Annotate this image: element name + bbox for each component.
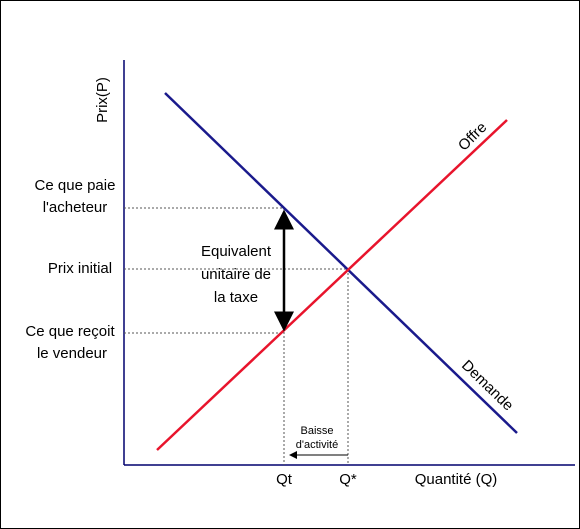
price-label: le vendeur (37, 345, 107, 362)
price-label: l'acheteur (43, 199, 108, 216)
price-label: Ce que paie (35, 177, 116, 194)
demand-curve (164, 92, 518, 434)
quantity-label: Q* (339, 471, 357, 488)
supply-curve (156, 119, 508, 451)
price-label: Ce que reçoit (25, 323, 115, 340)
tax-label: la taxe (214, 289, 258, 306)
tax-label: unitaire de (201, 266, 271, 283)
quantity-label: Qt (276, 471, 293, 488)
x-axis-label: Quantité (Q) (415, 471, 498, 488)
price-label: Prix initial (48, 260, 112, 277)
activity-label: Baisse (300, 425, 333, 437)
activity-label: d'activité (296, 439, 338, 451)
tax-label: Equivalent (201, 243, 272, 260)
y-axis-label: Prix(P) (94, 77, 111, 123)
